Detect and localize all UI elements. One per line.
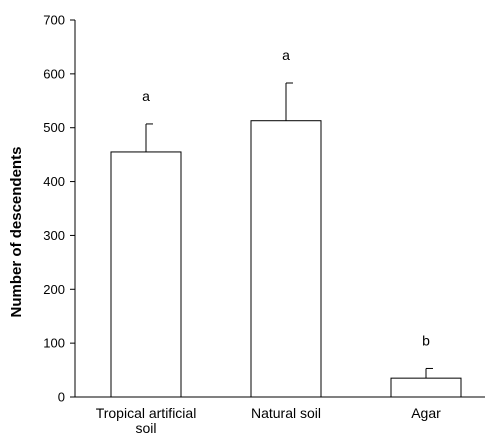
y-tick-label: 300 [43,228,65,243]
x-category-label: soil [135,420,156,436]
x-category-label: Natural soil [251,405,321,421]
x-category-label: Agar [411,405,441,421]
y-axis-title: Number of descendents [8,147,25,318]
y-tick-label: 500 [43,120,65,135]
x-category-label: Tropical artificial [96,405,197,421]
chart-bars [110,82,462,398]
y-tick-label: 400 [43,174,65,189]
bar [390,377,462,398]
bar [250,120,322,398]
y-tick-label: 700 [43,13,65,28]
y-tick-label: 0 [58,390,65,405]
chart-labels: 0 100 200 300 400 500 600 700 a Tropical artifici… [43,13,441,437]
y-tick-label: 200 [43,282,65,297]
y-tick-label: 100 [43,336,65,351]
significance-label: b [422,332,430,348]
y-tick-label: 600 [43,66,65,81]
significance-label: a [282,47,290,63]
bar [110,151,182,398]
significance-label: a [142,88,150,104]
